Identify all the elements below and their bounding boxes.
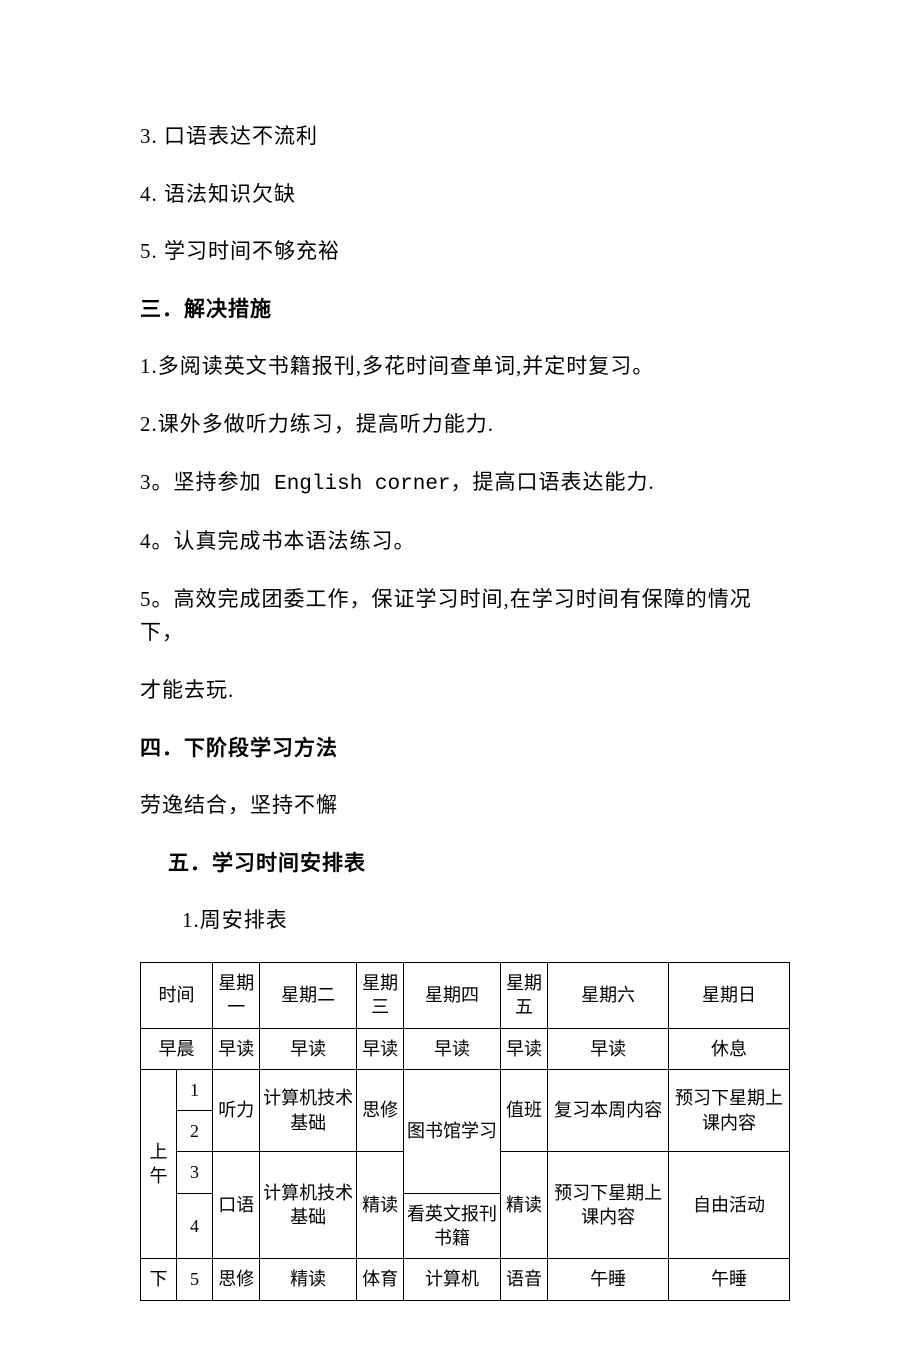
cell: 早读: [260, 1028, 356, 1069]
cell: 早读: [500, 1028, 547, 1069]
header-day: 星期三: [356, 962, 403, 1028]
cell: 精读: [260, 1259, 356, 1300]
cell: 思修: [356, 1069, 403, 1152]
cell: 体育: [356, 1259, 403, 1300]
text-segment: ，提高口语表达能力.: [451, 470, 655, 494]
cell: 早读: [213, 1028, 260, 1069]
morning-label: 早晨: [141, 1028, 213, 1069]
document-page: 3. 口语表达不流利 4. 语法知识欠缺 5. 学习时间不够充裕 三．解决措施 …: [0, 0, 920, 1361]
subsection-label: 1.周安排表: [140, 904, 790, 938]
cell: 早读: [356, 1028, 403, 1069]
cell: 口语: [213, 1152, 260, 1259]
cell: 思修: [213, 1259, 260, 1300]
paragraph: 5。高效完成团委工作，保证学习时间,在学习时间有保障的情况下，: [140, 583, 790, 650]
cell: 午睡: [548, 1259, 669, 1300]
header-day: 星期五: [500, 962, 547, 1028]
period: 5: [177, 1259, 213, 1300]
list-item: 3. 口语表达不流利: [140, 120, 790, 154]
paragraph-continuation: 才能去玩.: [140, 674, 790, 708]
cell: 精读: [356, 1152, 403, 1259]
section-heading-3: 三．解决措施: [140, 293, 790, 327]
paragraph: 2.课外多做听力练习，提高听力能力.: [140, 408, 790, 442]
header-day: 星期二: [260, 962, 356, 1028]
cell: 计算机技术基础: [260, 1069, 356, 1152]
cell: 精读: [500, 1152, 547, 1259]
cell: 午睡: [669, 1259, 790, 1300]
cell: 看英文报刊书籍: [404, 1193, 500, 1259]
period: 4: [177, 1193, 213, 1259]
period: 3: [177, 1152, 213, 1193]
header-day: 星期日: [669, 962, 790, 1028]
list-item: 5. 学习时间不够充裕: [140, 235, 790, 269]
am-label: 上午: [141, 1069, 177, 1258]
cell: 预习下星期上课内容: [548, 1152, 669, 1259]
period: 1: [177, 1069, 213, 1110]
cell: 自由活动: [669, 1152, 790, 1259]
paragraph: 4。认真完成书本语法练习。: [140, 525, 790, 559]
english-text: English corner: [262, 473, 451, 496]
cell: 图书馆学习: [404, 1069, 500, 1193]
header-time: 时间: [141, 962, 213, 1028]
table-row: 上午 1 听力 计算机技术基础 思修 图书馆学习 值班 复习本周内容 预习下星期…: [141, 1069, 790, 1110]
cell: 值班: [500, 1069, 547, 1152]
list-item: 4. 语法知识欠缺: [140, 178, 790, 212]
header-day: 星期四: [404, 962, 500, 1028]
table-row: 早晨 早读 早读 早读 早读 早读 早读 休息: [141, 1028, 790, 1069]
period: 2: [177, 1111, 213, 1152]
header-day: 星期一: [213, 962, 260, 1028]
cell: 计算机技术基础: [260, 1152, 356, 1259]
pm-label: 下: [141, 1259, 177, 1300]
header-day: 星期六: [548, 962, 669, 1028]
cell: 早读: [548, 1028, 669, 1069]
text-segment: 3。坚持参加: [140, 470, 262, 494]
paragraph: 3。坚持参加 English corner，提高口语表达能力.: [140, 466, 790, 502]
cell: 预习下星期上课内容: [669, 1069, 790, 1152]
cell: 听力: [213, 1069, 260, 1152]
table-row: 下 5 思修 精读 体育 计算机 语音 午睡 午睡: [141, 1259, 790, 1300]
cell: 早读: [404, 1028, 500, 1069]
section-heading-5: 五．学习时间安排表: [140, 847, 790, 881]
section-heading-4: 四．下阶段学习方法: [140, 732, 790, 766]
cell: 休息: [669, 1028, 790, 1069]
cell: 计算机: [404, 1259, 500, 1300]
table-header-row: 时间 星期一 星期二 星期三 星期四 星期五 星期六 星期日: [141, 962, 790, 1028]
paragraph: 1.多阅读英文书籍报刊,多花时间查单词,并定时复习。: [140, 350, 790, 384]
schedule-table: 时间 星期一 星期二 星期三 星期四 星期五 星期六 星期日 早晨 早读 早读 …: [140, 962, 790, 1301]
paragraph: 劳逸结合，坚持不懈: [140, 789, 790, 823]
cell: 复习本周内容: [548, 1069, 669, 1152]
cell: 语音: [500, 1259, 547, 1300]
